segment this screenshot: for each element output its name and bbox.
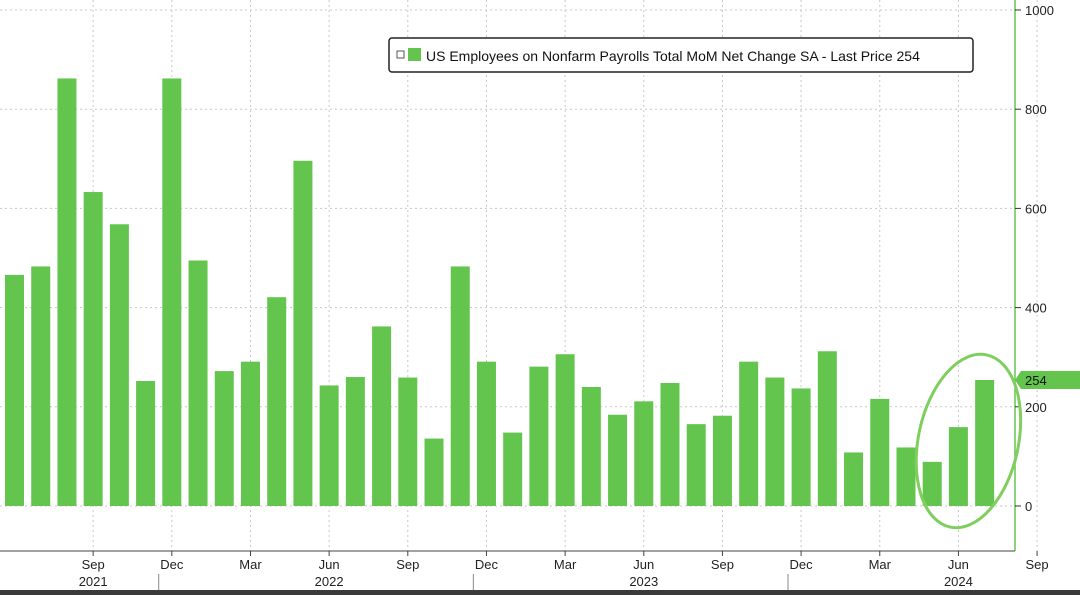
bar xyxy=(319,385,339,506)
bar xyxy=(162,78,182,506)
bar xyxy=(817,351,837,506)
bar xyxy=(712,415,732,506)
x-tick-label: Sep xyxy=(711,557,734,572)
y-tick-label: 600 xyxy=(1025,201,1047,216)
bar xyxy=(634,401,654,506)
x-tick-label: Dec xyxy=(790,557,814,572)
annotation-layer xyxy=(914,352,1023,530)
last-value-tag xyxy=(1015,371,1080,390)
x-year-label: 2023 xyxy=(629,574,658,589)
x-tick-label: Mar xyxy=(869,557,892,572)
bar xyxy=(136,381,156,506)
bar xyxy=(83,192,103,507)
y-tick-label: 1000 xyxy=(1025,3,1054,18)
y-tick-label: 200 xyxy=(1025,400,1047,415)
bar xyxy=(660,382,680,506)
x-tick-label: Jun xyxy=(319,557,340,572)
bar xyxy=(948,427,968,506)
bar xyxy=(555,354,575,506)
bar xyxy=(240,361,260,506)
bar xyxy=(503,432,523,506)
x-year-label: 2021 xyxy=(79,574,108,589)
bar xyxy=(5,274,24,506)
bar xyxy=(844,452,864,506)
bar xyxy=(398,377,418,506)
legend-swatch xyxy=(408,48,421,61)
legend-box xyxy=(388,37,974,73)
bar xyxy=(267,297,287,506)
bar xyxy=(870,398,890,506)
legend-label: US Employees on Nonfarm Payrolls Total M… xyxy=(426,48,920,64)
x-tick-label: Sep xyxy=(1026,557,1049,572)
bar xyxy=(896,447,916,506)
bar xyxy=(975,380,995,506)
x-year-label: 2024 xyxy=(944,574,973,589)
bar xyxy=(791,388,811,506)
bar xyxy=(345,377,365,506)
last-value-label: 254 xyxy=(1025,373,1047,388)
bar xyxy=(31,266,51,506)
x-tick-label: Sep xyxy=(396,557,419,572)
bar xyxy=(739,361,759,506)
bar xyxy=(529,366,549,506)
x-year-label: 2022 xyxy=(315,574,344,589)
y-tick-label: 400 xyxy=(1025,301,1047,316)
x-tick-label: Sep xyxy=(82,557,105,572)
x-tick-label: Jun xyxy=(633,557,654,572)
highlight-circle xyxy=(914,352,1023,530)
bar xyxy=(608,414,628,506)
legend-expand-icon[interactable] xyxy=(396,50,405,59)
bar xyxy=(476,361,496,506)
x-tick-label: Mar xyxy=(239,557,262,572)
bar xyxy=(922,461,942,506)
y-tick-label: 800 xyxy=(1025,102,1047,117)
legend: US Employees on Nonfarm Payrolls Total M… xyxy=(388,37,974,73)
bar xyxy=(686,424,706,506)
bar xyxy=(424,438,444,506)
bottom-border xyxy=(0,590,1080,595)
x-tick-label: Jun xyxy=(948,557,969,572)
y-tick-label: 0 xyxy=(1025,499,1032,514)
bar xyxy=(57,78,77,506)
bar xyxy=(293,160,313,506)
bars-layer xyxy=(5,78,995,507)
bar xyxy=(214,371,234,506)
x-tick-label: Dec xyxy=(475,557,499,572)
x-tick-label: Dec xyxy=(160,557,184,572)
bar xyxy=(372,326,392,506)
x-tick-label: Mar xyxy=(554,557,577,572)
bar xyxy=(450,266,470,506)
bar xyxy=(581,386,601,506)
bar xyxy=(765,377,785,506)
bar xyxy=(109,224,129,506)
bar xyxy=(188,260,208,506)
